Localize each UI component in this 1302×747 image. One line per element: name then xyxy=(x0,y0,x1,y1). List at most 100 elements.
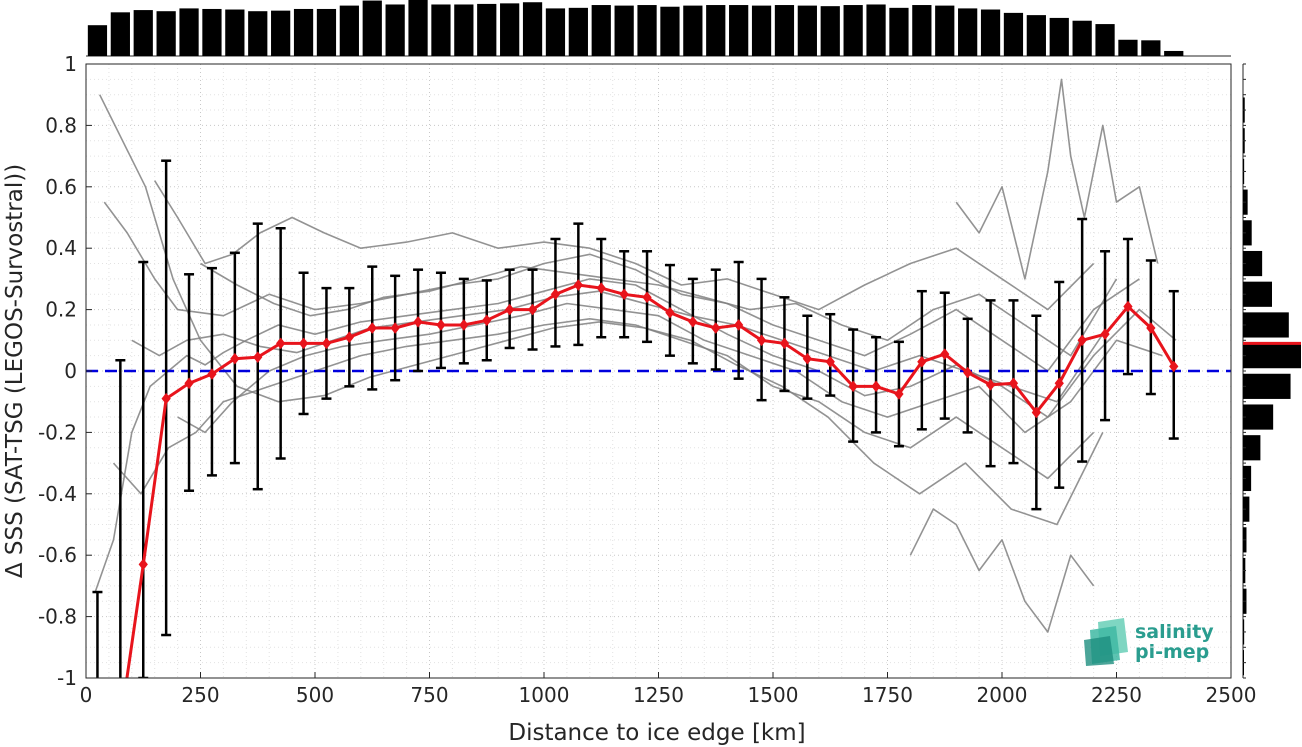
right-histogram-bar xyxy=(1243,312,1289,338)
top-histogram-bar xyxy=(202,8,222,57)
mean-marker xyxy=(711,322,721,334)
mean-marker xyxy=(138,558,148,571)
y-tick-label: -0.8 xyxy=(38,605,77,629)
y-tick-label: 1 xyxy=(64,52,77,76)
top-histogram-bar xyxy=(225,9,245,56)
mean-marker xyxy=(321,337,332,350)
mean-marker xyxy=(573,279,583,291)
mean-marker xyxy=(1123,300,1133,313)
y-tick-label: 0.8 xyxy=(45,113,77,137)
x-tick-label: 0 xyxy=(80,683,93,707)
top-histogram-bar xyxy=(477,3,497,57)
mean-marker xyxy=(230,352,240,365)
mean-marker xyxy=(642,291,652,304)
mean-marker xyxy=(527,303,538,316)
right-histogram-bar xyxy=(1243,373,1291,399)
top-histogram-bar xyxy=(751,5,772,57)
mean-marker xyxy=(1100,328,1110,340)
x-axis-ticks: 0 250 500 750 1000 1250 1500 1750 2000 2250 2500 xyxy=(80,672,1257,707)
mean-marker xyxy=(276,337,286,350)
right-histogram-bar xyxy=(1243,404,1274,430)
top-histogram-bar xyxy=(179,8,199,56)
x-axis-label: Distance to ice edge [km] xyxy=(508,720,805,746)
top-histogram-bar xyxy=(316,8,337,57)
top-histogram-bar xyxy=(729,5,749,56)
x-tick-label: 2250 xyxy=(1091,683,1142,707)
y-axis-label: Δ SSS (SAT-TSG (LEGOS-Survostral)) xyxy=(2,164,28,578)
top-histogram-bar xyxy=(1118,39,1138,56)
top-histogram-bar xyxy=(156,11,176,56)
mean-marker xyxy=(940,348,950,360)
top-histogram-bar xyxy=(820,6,840,56)
top-histogram-bar xyxy=(912,5,932,56)
mean-marker xyxy=(734,319,744,331)
raw-track-line xyxy=(112,318,1095,495)
y-tick-label: 0 xyxy=(64,359,77,383)
top-histogram-bar xyxy=(1003,12,1024,56)
mean-marker xyxy=(688,316,698,328)
top-histogram-bar xyxy=(591,5,611,56)
mean-marker xyxy=(413,316,423,328)
top-histogram-bar xyxy=(866,4,886,57)
top-histogram-bar xyxy=(568,7,588,56)
top-histogram-bar xyxy=(362,0,382,56)
top-histogram-bar xyxy=(935,5,955,57)
x-tick-label: 1250 xyxy=(633,683,684,707)
x-tick-label: 1000 xyxy=(519,683,570,707)
mean-marker xyxy=(756,334,767,347)
mean-marker xyxy=(505,303,515,316)
mean-marker xyxy=(344,331,354,344)
x-tick-label: 2000 xyxy=(977,683,1028,707)
right-histogram-bar xyxy=(1243,343,1301,369)
x-tick-label: 2500 xyxy=(1206,683,1257,707)
right-histogram-bar xyxy=(1243,281,1272,307)
logo-mark-icon xyxy=(1084,618,1128,666)
mean-marker xyxy=(665,306,675,319)
x-tick-label: 250 xyxy=(181,683,219,707)
top-histogram-bar xyxy=(339,5,359,57)
mean-marker xyxy=(1146,322,1156,334)
top-histogram-bar xyxy=(706,5,726,56)
top-histogram-bar xyxy=(293,8,314,57)
mean-markers xyxy=(138,279,1179,571)
y-tick-label: -0.6 xyxy=(38,543,77,567)
top-histogram-bar xyxy=(454,4,474,57)
mean-marker xyxy=(894,388,904,400)
right-histogram-bar xyxy=(1243,435,1261,461)
x-tick-label: 1750 xyxy=(862,683,913,707)
top-histogram-bar xyxy=(637,5,657,56)
top-histogram-bar xyxy=(1164,50,1184,56)
mean-marker xyxy=(1054,377,1064,390)
raw-track-line xyxy=(955,78,1159,280)
mean-marker xyxy=(550,288,561,301)
y-tick-label: -1 xyxy=(57,666,77,690)
y-tick-label: -0.2 xyxy=(38,420,77,444)
logo-text-salinity: salinity xyxy=(1135,621,1214,643)
raw-track-line xyxy=(131,290,1104,403)
y-tick-label: 0.6 xyxy=(45,175,77,199)
top-histogram-bar xyxy=(1026,15,1046,57)
top-histogram-bar xyxy=(545,8,566,56)
top-histogram-bar xyxy=(614,5,634,57)
top-histogram-bar xyxy=(1072,20,1092,56)
mean-marker xyxy=(825,355,835,368)
top-histogram-bar xyxy=(408,0,428,56)
mean-marker xyxy=(1031,406,1041,419)
top-histogram-bar xyxy=(385,4,405,57)
top-histogram xyxy=(86,0,1231,57)
mean-marker xyxy=(161,392,171,405)
raw-track-line xyxy=(103,201,1140,372)
top-histogram-bar xyxy=(843,5,863,56)
mean-marker xyxy=(367,322,377,334)
mean-marker xyxy=(390,322,400,334)
mean-marker xyxy=(253,351,263,363)
raw-track-line xyxy=(177,302,1163,434)
mean-marker xyxy=(184,377,194,390)
mean-marker xyxy=(482,314,492,327)
raw-track-line xyxy=(154,180,1095,311)
mean-marker xyxy=(963,366,973,379)
top-histogram-bar xyxy=(797,5,817,57)
top-histogram-bar xyxy=(522,2,543,56)
top-histogram-bar xyxy=(133,10,153,56)
